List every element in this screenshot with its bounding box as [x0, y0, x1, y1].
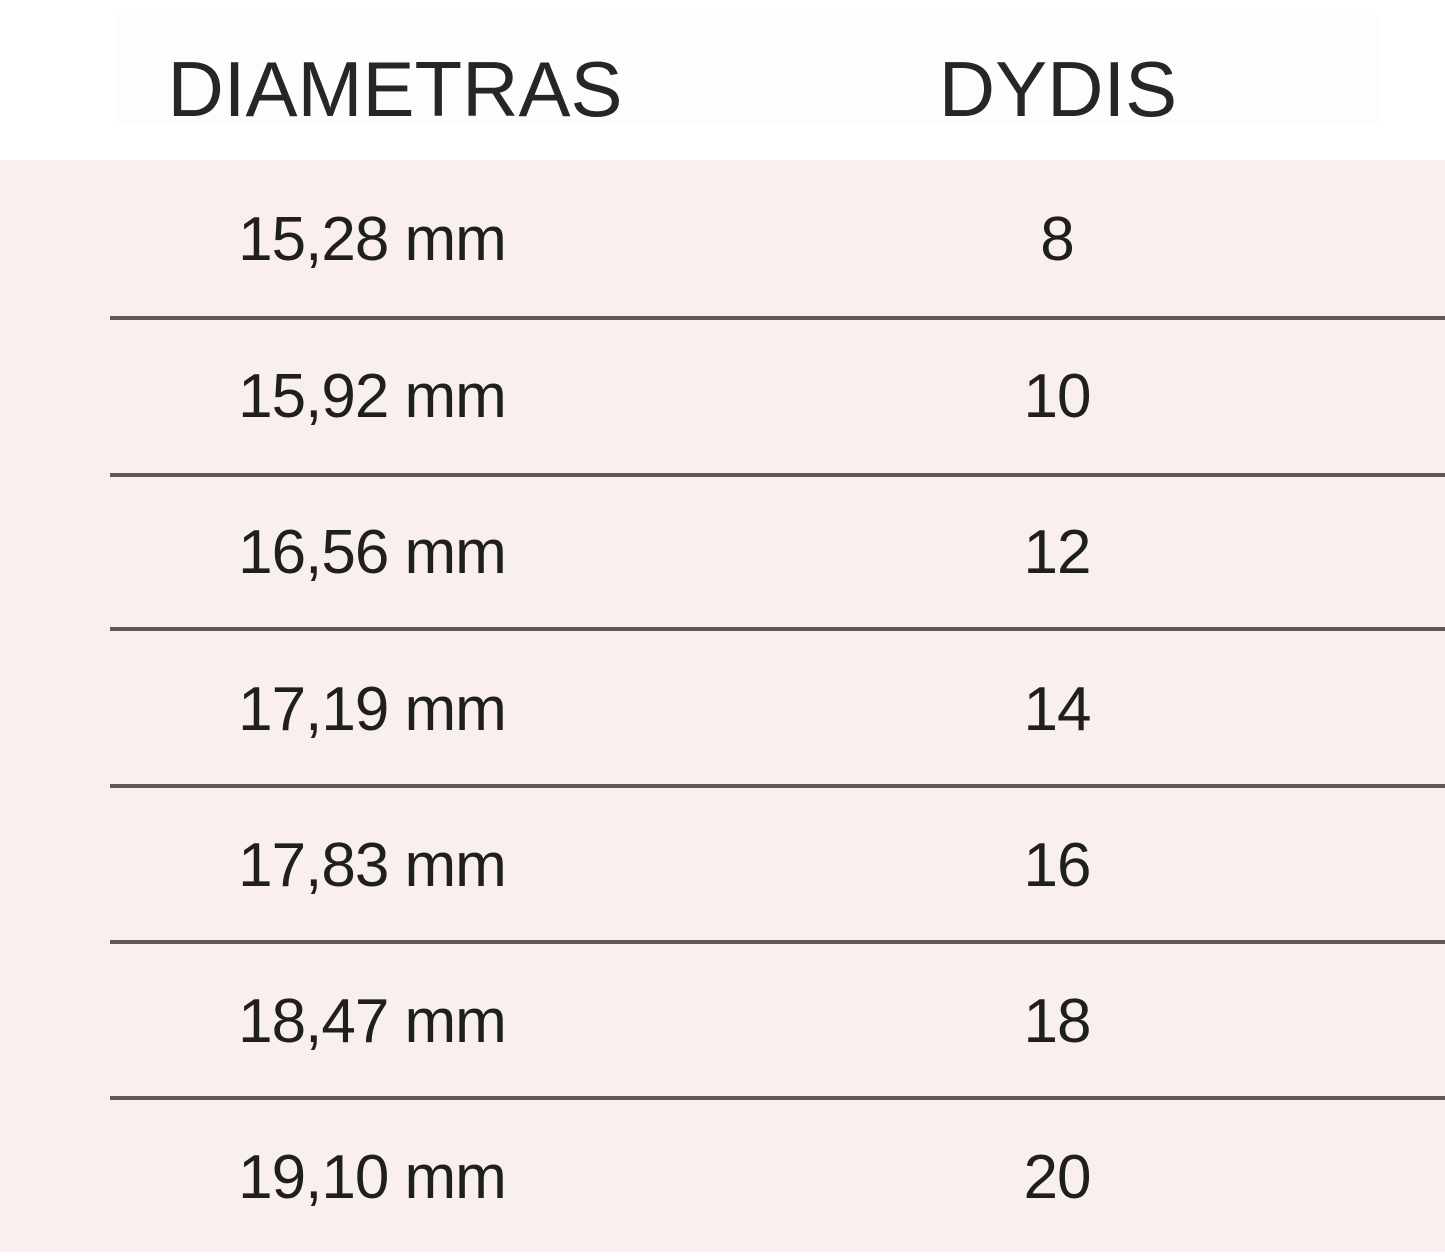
- table-row: 17,19 mm 14: [0, 632, 1445, 788]
- row-divider: [110, 1096, 1445, 1100]
- diameter-cell: 18,47 mm: [238, 987, 507, 1056]
- table-row: 18,47 mm 18: [0, 944, 1445, 1100]
- size-cell: 16: [1023, 831, 1092, 900]
- diameter-cell: 15,92 mm: [238, 362, 507, 431]
- header-diameter: DIAMETRAS: [167, 45, 623, 133]
- size-cell: 12: [1023, 518, 1092, 587]
- row-divider: [110, 784, 1445, 788]
- header-size: DYDIS: [938, 45, 1178, 133]
- table-row: 15,92 mm 10: [0, 319, 1445, 475]
- table-body: [0, 160, 1445, 1252]
- diameter-cell: 15,28 mm: [238, 205, 507, 274]
- table-header: [115, 15, 1380, 125]
- size-cell: 18: [1023, 987, 1092, 1056]
- row-divider: [110, 316, 1445, 320]
- size-cell: 14: [1023, 675, 1092, 744]
- table-row: 19,10 mm 20: [0, 1100, 1445, 1256]
- row-divider: [110, 473, 1445, 477]
- row-divider: [110, 940, 1445, 944]
- diameter-cell: 17,83 mm: [238, 831, 507, 900]
- diameter-cell: 17,19 mm: [238, 675, 507, 744]
- size-cell: 20: [1023, 1143, 1092, 1212]
- size-cell: 8: [1040, 205, 1074, 274]
- row-divider: [110, 627, 1445, 631]
- table-row: 16,56 mm 12: [0, 475, 1445, 631]
- table-row: 17,83 mm 16: [0, 788, 1445, 944]
- size-cell: 10: [1023, 362, 1092, 431]
- table-row: 15,28 mm 8: [0, 162, 1445, 318]
- diameter-cell: 19,10 mm: [238, 1143, 507, 1212]
- diameter-cell: 16,56 mm: [238, 518, 507, 587]
